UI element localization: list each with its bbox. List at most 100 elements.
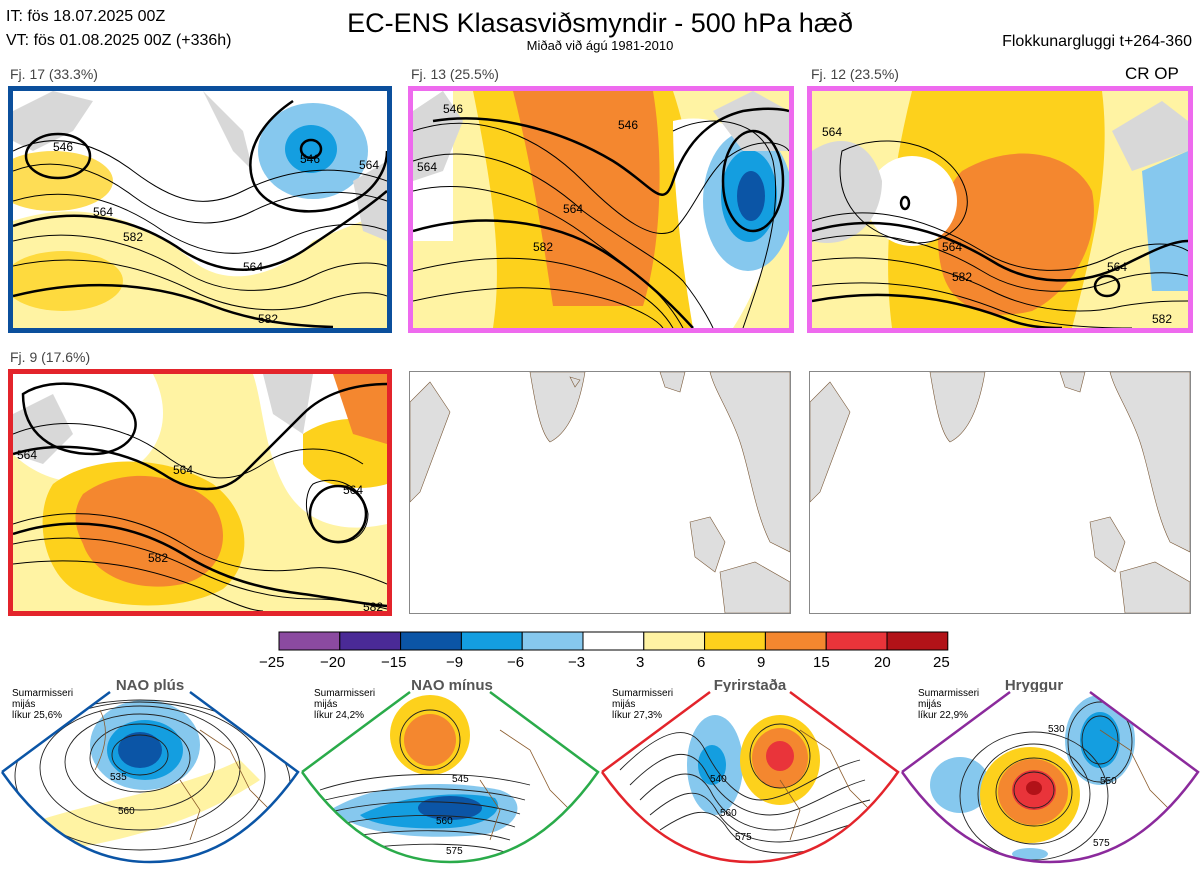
init-time: IT: fös 18.07.2025 00Z (6, 8, 166, 25)
regime-2-contour-label: 575 (446, 846, 463, 857)
colorbar-segment (278, 631, 341, 651)
regime-4-info: Sumarmisseri mijás líkur 22,9% (918, 688, 979, 721)
regime-1-contour-label: 535 (110, 772, 127, 783)
regime-map-3[interactable]: 540 560 575 (600, 690, 900, 875)
colorbar-tick: 20 (874, 654, 891, 671)
colorbar-segment (886, 631, 949, 651)
panel-label-2: Fj. 13 (25.5%) (411, 66, 499, 82)
regime-3-title: Fyrirstaða (713, 677, 787, 694)
regime-1-contour-label: 560 (118, 806, 135, 817)
regime-probability: líkur 27,3% (612, 710, 663, 721)
regime-season: Sumarmisseri (314, 688, 376, 699)
p1-contour-label: 564 (93, 205, 113, 219)
regime-2-info: Sumarmisseri mijás líkur 24,2% (314, 688, 375, 721)
regime-4-contour-label: 530 (1048, 724, 1065, 735)
colorbar-segment (704, 631, 766, 651)
page-title: EC-ENS Klasasviðsmyndir - 500 hPa hæð (347, 8, 853, 38)
colorbar-segment (460, 631, 523, 651)
regime-4-contour-label: 575 (1093, 838, 1110, 849)
cluster-map-4-svg: 564 564 564 582 582 (13, 374, 387, 611)
cluster-map-3[interactable]: 564 564 582 564 582 (807, 86, 1193, 333)
p4-contour-label: 564 (173, 463, 193, 477)
panel-label-4: Fj. 9 (17.6%) (10, 349, 91, 365)
regime-2-contour-label: 560 (436, 816, 453, 827)
p2-contour-label: 546 (618, 118, 638, 132)
p1-contour-label: 582 (123, 230, 143, 244)
colorbar-tick: 15 (813, 654, 830, 671)
colorbar-segment (764, 631, 827, 651)
p1-contour-label: 564 (359, 158, 379, 172)
colorbar-svg (278, 631, 949, 651)
colorbar-segment (825, 631, 888, 651)
regime-2-contour-label: 545 (452, 774, 469, 785)
colorbar-tick: −25 (259, 654, 285, 671)
regime-probability: líkur 22,9% (918, 710, 969, 721)
colorbar-segment (521, 631, 584, 651)
regime-3-info: Sumarmisseri mijás líkur 27,3% (612, 688, 673, 721)
colorbar-tick: 6 (697, 654, 706, 671)
regime-map-3-svg: 540 560 575 (600, 690, 900, 864)
colorbar-tick: −6 (507, 654, 525, 671)
p4-contour-label: 564 (343, 483, 363, 497)
regime-map-1[interactable]: 535 560 (0, 690, 300, 875)
p4-contour-label: 582 (363, 600, 383, 611)
colorbar-tick: 3 (636, 654, 645, 671)
colorbar-segment (339, 631, 402, 651)
p3-contour-label: 564 (822, 125, 842, 139)
panel-label-1: Fj. 17 (33.3%) (10, 66, 98, 82)
empty-map-6[interactable] (809, 371, 1191, 614)
regime-3-frame (600, 690, 900, 864)
regime-3-contour-label: 560 (720, 808, 737, 819)
cluster-map-1-svg: 546 564 582 564 582 546 564 (13, 91, 387, 328)
colorbar-tick: 9 (757, 654, 766, 671)
empty-map-6-svg (810, 372, 1190, 613)
regime-average: mijás (12, 699, 36, 710)
regime-probability: líkur 25,6% (12, 710, 63, 721)
page-subtitle: Miðað við ágú 1981-2010 (526, 38, 674, 53)
p3-contour-label: 582 (952, 270, 972, 284)
cluster-map-3-svg: 564 564 582 564 582 (812, 91, 1188, 328)
cluster-map-4[interactable]: 564 564 564 582 582 (8, 369, 392, 616)
colorbar-tick: −3 (568, 654, 586, 671)
p4-contour-label: 582 (148, 551, 168, 565)
p1-contour-label: 582 (258, 312, 278, 326)
cluster-map-2-svg: 546 564 582 546 564 (413, 91, 789, 328)
p1-contour-label: 546 (300, 152, 320, 166)
p4-contour-label: 564 (17, 448, 37, 462)
p2-contour-label: 564 (563, 202, 583, 216)
op-label: CR OP (1125, 64, 1179, 83)
colorbar-tick: −15 (381, 654, 407, 671)
cluster-map-2[interactable]: 546 564 582 546 564 (408, 86, 794, 333)
regime-2-title: NAO mínus (411, 677, 493, 694)
regime-map-1-svg: 535 560 (0, 690, 300, 864)
regime-3-contour-label: 540 (710, 774, 727, 785)
regime-map-2-svg: 545 560 575 (300, 690, 600, 864)
p1-contour-label: 546 (53, 140, 73, 154)
colorbar-tick: −20 (320, 654, 346, 671)
valid-time: VT: fös 01.08.2025 00Z (+336h) (6, 32, 232, 49)
regime-season: Sumarmisseri (12, 688, 74, 699)
regime-average: mijás (918, 699, 942, 710)
p2-contour-label: 546 (443, 102, 463, 116)
regime-1-frame (0, 690, 300, 864)
regime-probability: líkur 24,2% (314, 710, 365, 721)
regime-4-title: Hryggur (1004, 677, 1064, 694)
regime-map-4-svg: 530 550 575 (900, 690, 1200, 864)
regime-average: mijás (314, 699, 338, 710)
regime-2-frame (300, 690, 600, 864)
regime-4-contour-label: 550 (1100, 776, 1117, 787)
colorbar-segment (582, 631, 645, 651)
regime-map-2[interactable]: 545 560 575 (300, 690, 600, 875)
colorbar-segment (643, 631, 706, 651)
colorbar (278, 631, 958, 676)
p3-contour-label: 582 (1152, 312, 1172, 326)
regime-map-4[interactable]: 530 550 575 (900, 690, 1200, 875)
cluster-map-1[interactable]: 546 564 582 564 582 546 564 (8, 86, 392, 333)
regime-season: Sumarmisseri (918, 688, 980, 699)
empty-map-5[interactable] (409, 371, 791, 614)
colorbar-tick: −9 (446, 654, 464, 671)
p3-contour-label: 564 (1107, 260, 1127, 274)
regime-1-title: NAO plús (115, 677, 185, 694)
colorbar-segment (400, 631, 462, 651)
p3-contour-label: 564 (942, 240, 962, 254)
